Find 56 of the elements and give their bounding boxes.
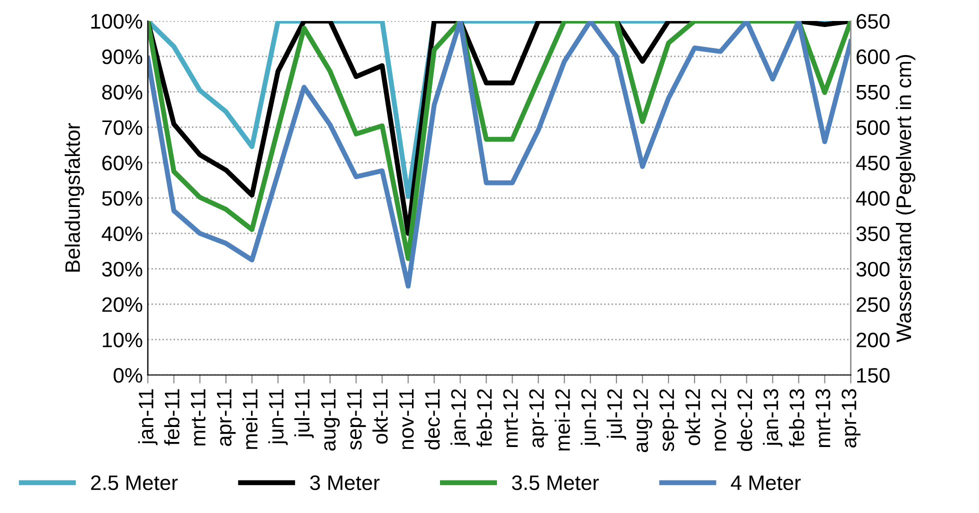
x-tick-label: nov-12 (711, 389, 726, 451)
y2-tick-label: 450 (856, 156, 890, 170)
x-tick-label: jul-11 (294, 389, 314, 438)
y-tick-label: 70% (102, 120, 142, 135)
legend-label: 3.5 Meter (512, 475, 599, 490)
legend-label: 3 Meter (310, 475, 380, 490)
legend-label: 2.5 Meter (91, 475, 178, 490)
y2-tick-label: 550 (856, 84, 890, 100)
x-tick-label: apr-13 (842, 389, 860, 448)
x-tick-label: okt-12 (684, 389, 700, 446)
x-tick-label: jan-12 (450, 389, 470, 447)
y-tick-label: 20% (102, 297, 142, 312)
x-tick-label: jan-13 (762, 389, 782, 447)
x-tick-label: jan-11 (138, 389, 158, 446)
y-tick-label: 100% (91, 14, 142, 29)
legend-label: 4 Meter (730, 476, 801, 490)
x-tick-label: mrt-11 (190, 389, 206, 446)
y2-tick-label: 500 (856, 120, 890, 135)
x-tick-label: mei-12 (554, 389, 570, 450)
x-tick-label: okt-11 (372, 389, 388, 444)
x-tick-label: feb-13 (788, 389, 804, 447)
y-axis-title: Beladungsfaktor (64, 123, 84, 272)
y-tick-label: 10% (102, 332, 142, 348)
x-tick-label: sep-11 (347, 389, 366, 450)
y-tick-label: 60% (102, 156, 142, 170)
x-tick-label: mrt-12 (503, 389, 518, 447)
x-tick-label: dec-11 (424, 389, 440, 450)
y2-tick-label: 650 (856, 14, 890, 29)
y2-tick-label: 600 (856, 49, 890, 64)
x-tick-label: nov-11 (399, 389, 414, 449)
x-tick-label: feb-11 (164, 389, 180, 446)
y-tick-label: 90% (102, 49, 142, 64)
y2-axis-title: Wasserstand (Pegelwert in cm) (896, 54, 916, 342)
x-tick-label: apr-11 (216, 389, 236, 446)
x-tick-label: feb-12 (476, 389, 492, 447)
x-tick-label: sep-12 (659, 389, 678, 452)
y2-tick-label: 400 (856, 191, 890, 206)
y2-tick-label: 150 (857, 368, 890, 383)
y-tick-label: 0% (114, 368, 142, 383)
x-tick-label: jul-12 (606, 389, 626, 440)
y-tick-label: 30% (102, 262, 142, 277)
y2-tick-label: 200 (856, 332, 890, 348)
x-tick-label: jun-12 (580, 389, 600, 447)
x-tick-label: mei-11 (242, 389, 258, 449)
x-tick-label: mrt-13 (816, 389, 830, 447)
y-tick-label: 80% (102, 84, 142, 100)
x-tick-label: dec-12 (736, 389, 752, 452)
x-tick-label: apr-12 (529, 389, 548, 448)
y2-tick-label: 250 (856, 297, 890, 312)
y2-tick-label: 300 (856, 262, 890, 277)
y-tick-label: 40% (102, 226, 142, 242)
x-tick-label: aug-12 (633, 389, 652, 452)
x-tick-label: jun-11 (268, 389, 288, 446)
x-tick-label: aug-11 (321, 389, 340, 451)
y-tick-label: 50% (102, 191, 142, 206)
y2-tick-label: 350 (856, 226, 890, 242)
